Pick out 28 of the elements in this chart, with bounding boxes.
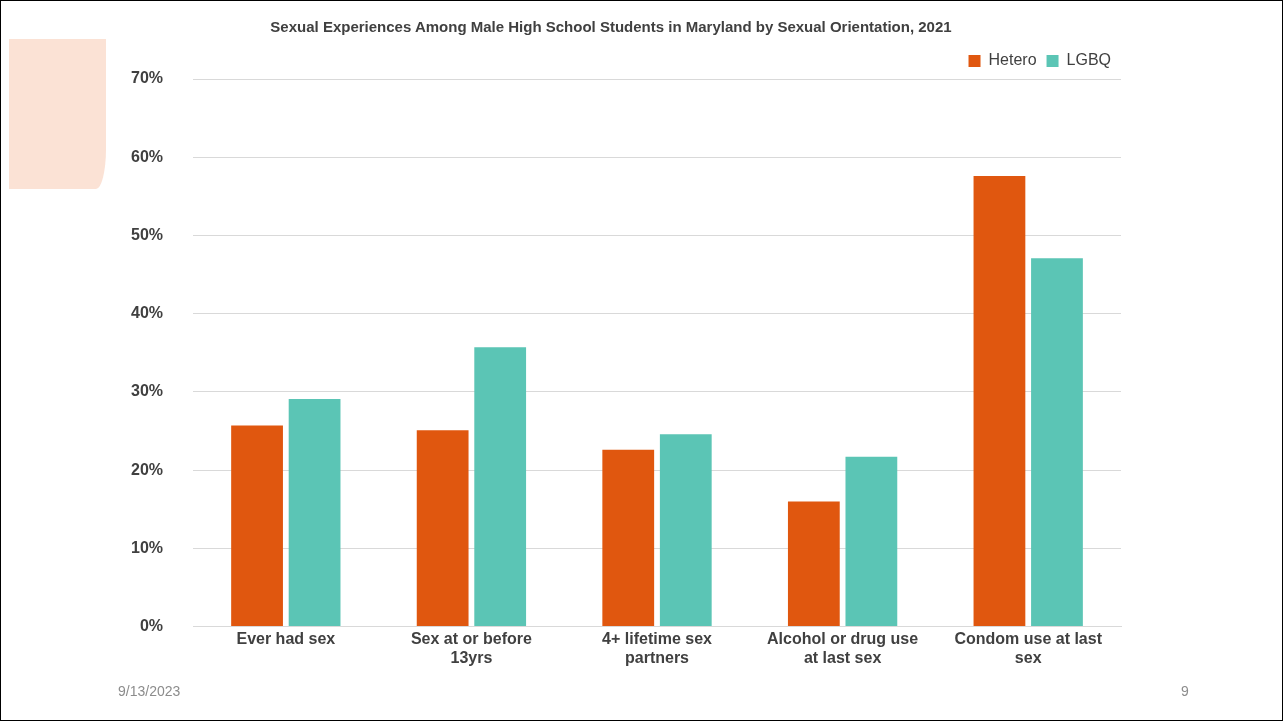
text: 9 [1181, 683, 1189, 699]
y-tick-label: 20% [130, 460, 164, 478]
legend-label: LGBQ [1066, 51, 1112, 69]
bar [787, 501, 840, 627]
x-tick-label: Sex at or before 13yrs [410, 629, 532, 666]
y-tick-label: 60% [130, 147, 164, 165]
bar [416, 430, 469, 627]
y-tick-label: 10% [130, 538, 164, 556]
x-tick-label: Condom use at last sex [954, 629, 1103, 666]
x-tick-label: Ever had sex [236, 629, 336, 647]
bar [602, 449, 655, 627]
bar [474, 347, 527, 627]
chart-title: Sexual Experiences Among Male High School Students in Maryland by Sexual Orientation, 2021 [270, 18, 952, 36]
bar [231, 425, 283, 627]
bar [1031, 258, 1083, 627]
x-tick-label: Alcohol or drug use at last sex [767, 629, 919, 666]
bar [288, 398, 341, 627]
bar [845, 456, 898, 627]
legend-label: Hetero [988, 51, 1037, 69]
bar [973, 176, 1026, 627]
x-tick-label: 4+ lifetime sex partners [602, 629, 713, 666]
bar [659, 434, 712, 627]
text: 9/13/2023 [118, 683, 181, 699]
y-tick-label: 30% [130, 382, 164, 400]
y-tick-label: 70% [130, 69, 164, 87]
y-tick-label: 0% [139, 617, 164, 635]
y-tick-label: 50% [130, 225, 164, 243]
y-tick-label: 40% [130, 304, 164, 322]
